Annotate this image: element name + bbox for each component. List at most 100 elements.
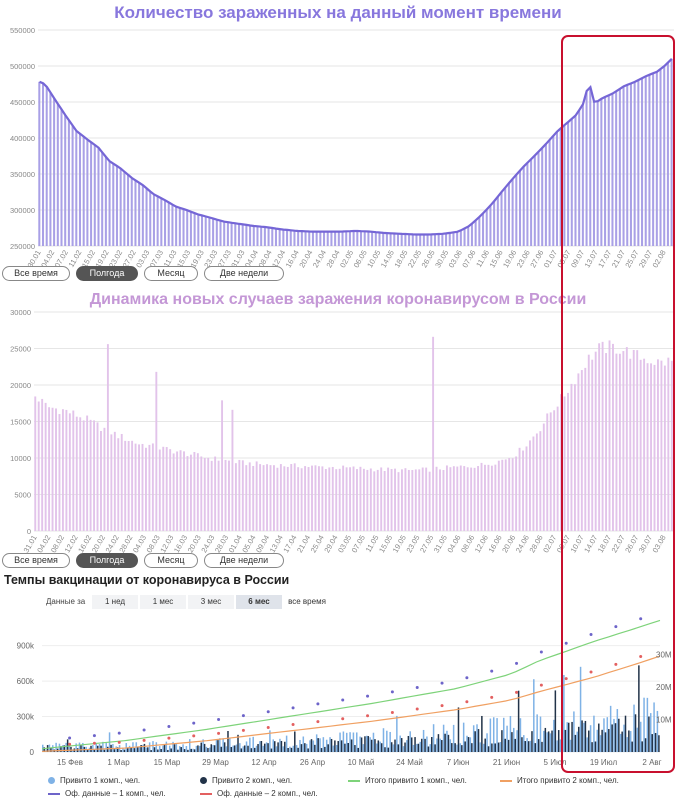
chart3-bar-first-dose <box>339 732 341 752</box>
chart3-bar-first-dose <box>255 745 258 752</box>
chart3-bar-first-dose <box>646 697 649 752</box>
chart2-bar <box>68 413 71 531</box>
chart2-bar <box>390 469 393 531</box>
chart3-bar-second-dose <box>531 731 533 752</box>
official-point-first <box>515 661 519 665</box>
chart1-range-twoweeks[interactable]: Две недели <box>204 266 284 281</box>
chart3-bar-first-dose <box>62 745 64 752</box>
official-point-second <box>92 741 96 745</box>
chart3-bar-second-dose <box>263 743 266 752</box>
chart1-bar <box>241 224 244 246</box>
period-label: Данные за <box>46 597 86 606</box>
chart3-bar-first-dose <box>489 718 492 752</box>
chart1-range-month[interactable]: Месяц <box>144 266 198 281</box>
chart2-range-twoweeks[interactable]: Две недели <box>204 553 284 568</box>
chart2-bar <box>328 467 331 531</box>
legend-item-second-dose[interactable]: Привито 2 комп., чел. <box>200 776 292 785</box>
official-point-first <box>142 728 146 732</box>
chart3-bar-first-dose <box>262 745 264 752</box>
chart2-bar <box>660 360 663 531</box>
chart3-bar-second-dose <box>70 746 72 752</box>
chart3-bar-second-dose <box>554 690 557 752</box>
chart3-bar-second-dose <box>484 738 486 752</box>
chart2-bar <box>525 446 528 531</box>
chart2-range-month[interactable]: Месяц <box>144 553 198 568</box>
period-1-week[interactable]: 1 нед <box>92 595 138 609</box>
chart1-range-halfyear[interactable]: Полгода <box>76 266 138 281</box>
chart1-bar <box>223 221 226 246</box>
chart2-bar <box>214 456 217 531</box>
chart3-bar-second-dose <box>350 739 353 752</box>
chart3-bar-second-dose <box>390 742 393 752</box>
chart3-bar-second-dose <box>407 735 410 752</box>
chart3-bar-second-dose <box>294 731 296 752</box>
chart2-bar <box>338 468 341 531</box>
chart3-bar-first-dose <box>496 718 498 752</box>
chart3-bar-first-dose <box>526 738 528 752</box>
chart3-bar-first-dose <box>115 746 117 752</box>
legend-item-first-dose[interactable]: Привито 1 комп., чел. <box>48 776 140 785</box>
legend-item-total-first[interactable]: Итого привито 1 комп., чел. <box>348 776 467 785</box>
chart2-bar <box>331 466 334 531</box>
chart2-range-halfyear[interactable]: Полгода <box>76 553 138 568</box>
chart3-bar-second-dose <box>324 746 326 752</box>
chart1-bar <box>156 196 159 246</box>
chart3-bar-second-dose <box>200 742 203 752</box>
chart1-bar <box>123 171 126 246</box>
x-tick-label: 03.08 <box>651 534 668 555</box>
chart2-bar <box>124 440 127 531</box>
chart3-bar-second-dose <box>477 729 480 752</box>
period-1-month[interactable]: 1 мес <box>140 595 186 609</box>
dot-icon <box>48 777 55 785</box>
chart2-bar <box>366 469 369 531</box>
chart1-bar <box>611 93 614 246</box>
x-tick-label: 5 Июл <box>544 758 567 767</box>
chart1-bar <box>544 143 547 246</box>
chart1-bar <box>445 233 448 246</box>
chart1-bar <box>563 125 566 246</box>
chart2-bar <box>342 465 345 531</box>
period-6-months[interactable]: 6 мес <box>236 595 282 609</box>
chart3-bar-first-dose <box>329 737 331 752</box>
chart3-bar-second-dose <box>431 737 433 752</box>
official-point-first <box>266 710 270 714</box>
chart1-bar <box>286 229 289 246</box>
chart2-bar <box>667 357 670 531</box>
chart2-bar <box>577 373 580 531</box>
chart2-bar <box>103 427 106 531</box>
official-point-first <box>539 650 543 654</box>
period-3-months[interactable]: 3 мес <box>188 595 234 609</box>
chart1-range-all[interactable]: Все время <box>2 266 70 281</box>
legend-item-official-first[interactable]: Оф. данные – 1 комп., чел. <box>48 789 166 798</box>
chart1-bar <box>637 80 640 246</box>
chart2-bar <box>411 470 414 531</box>
legend-item-official-second[interactable]: Оф. данные – 2 комп., чел. <box>200 789 318 798</box>
official-point-second <box>539 683 543 687</box>
chart1-bar <box>496 196 499 246</box>
chart3-bar-first-dose <box>553 719 555 752</box>
chart1-bar <box>652 73 655 247</box>
chart3-bar-second-dose <box>658 735 660 752</box>
chart3-bar-first-dose <box>319 738 321 752</box>
chart1-bar <box>622 86 625 246</box>
chart1-bar <box>374 232 377 246</box>
chart2-bar <box>44 402 47 531</box>
legend-item-total-second[interactable]: Итого привито 2 комп., чел. <box>500 776 619 785</box>
official-point-second <box>142 738 146 742</box>
chart2-bar <box>234 463 237 531</box>
chart2-range-all[interactable]: Все время <box>2 553 70 568</box>
chart1-bar <box>193 213 196 246</box>
chart2-bar <box>262 465 265 531</box>
chart3-bar-second-dose <box>457 707 460 752</box>
period-all-time[interactable]: все время <box>284 595 330 609</box>
y-tick-label: 5000 <box>14 491 31 500</box>
chart3-bar-first-dose <box>556 740 558 752</box>
chart2-bar <box>490 465 493 531</box>
chart1-bar <box>75 130 78 246</box>
chart3-bar-first-dose <box>292 745 295 752</box>
chart2-bar <box>176 451 179 531</box>
chart3-bar-first-dose <box>259 741 261 752</box>
chart2-bar <box>380 467 383 531</box>
chart2-bar <box>508 458 511 531</box>
chart3-bar-second-dose <box>651 734 653 752</box>
